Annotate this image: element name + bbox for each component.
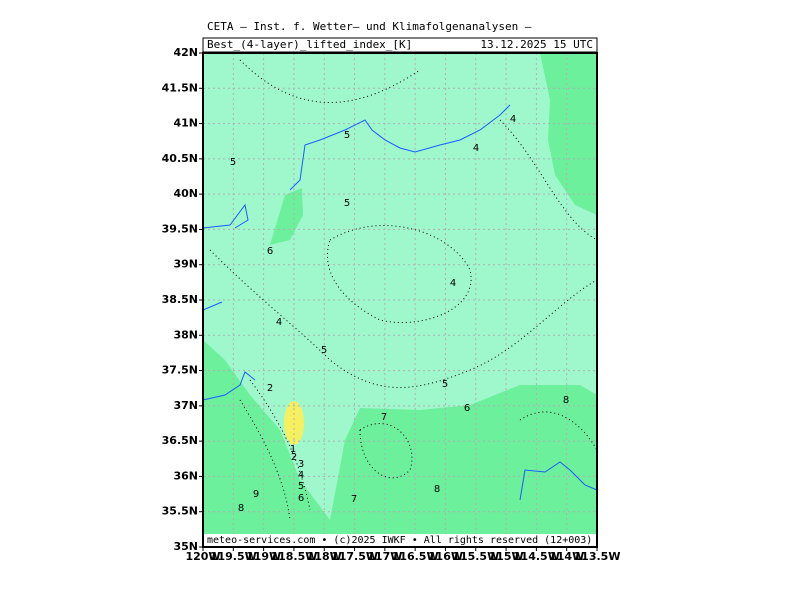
lon-label: 114W (549, 550, 584, 563)
contour-label: 6 (267, 246, 273, 257)
field-high (270, 188, 303, 245)
contour-label: 4 (510, 114, 516, 125)
contour-label: 4 (450, 278, 456, 289)
contour-label: 8 (434, 484, 440, 495)
contour-label: 5 (344, 198, 350, 209)
lon-label: 119W (246, 550, 281, 563)
contour-label: 9 (253, 489, 259, 500)
contour-label: 5 (442, 379, 448, 390)
lon-label: 115.5W (452, 550, 499, 563)
contour-label: 2 (267, 383, 273, 394)
contour-label: 7 (351, 494, 357, 505)
lat-label: 41.5N (162, 81, 198, 94)
lon-label: 117W (367, 550, 402, 563)
lon-label: 118.5W (270, 550, 317, 563)
contour-label: 2 (291, 452, 297, 463)
lon-label: 119.5W (210, 550, 257, 563)
river (202, 301, 598, 501)
lat-label: 41N (173, 117, 198, 130)
contour-label: 8 (238, 503, 244, 514)
lon-label: 118W (307, 550, 342, 563)
lon-label: 116.5W (392, 550, 439, 563)
lat-label: 40N (173, 187, 198, 200)
lat-label: 42N (173, 46, 198, 59)
lat-label: 39.5N (162, 222, 198, 235)
contour (499, 119, 598, 241)
lon-label: 115W (489, 550, 524, 563)
river (202, 104, 511, 229)
lat-label: 37N (173, 399, 198, 412)
header-title: CETA – Inst. f. Wetter– und Klimafolgena… (207, 20, 532, 33)
contour (239, 59, 421, 103)
contour (326, 225, 472, 324)
lat-label: 35.5N (162, 505, 198, 518)
contour-label: 6 (298, 493, 304, 504)
contour-label: 6 (464, 403, 470, 414)
lat-label: 36.5N (162, 434, 198, 447)
lon-label: 113.5W (574, 550, 621, 563)
header-parameter: Best_(4-layer)_lifted_index_[K] (207, 38, 412, 51)
lat-label: 37.5N (162, 364, 198, 377)
contour-label: 7 (381, 412, 387, 423)
contour-label: 4 (276, 317, 282, 328)
lon-label: 120W (185, 550, 220, 563)
header-valid: 13.12.2025 15 UTC (480, 38, 593, 51)
contour-label: 4 (298, 470, 304, 481)
lat-label: 40.5N (162, 152, 198, 165)
contour-label: 4 (473, 143, 479, 154)
lon-label: 116W (428, 550, 463, 563)
lat-label: 38N (173, 328, 198, 341)
footer-box (204, 534, 596, 546)
contour-label: 1 (290, 444, 296, 455)
contour-label: 5 (230, 157, 236, 168)
contour-label: 5 (344, 130, 350, 141)
field-high (203, 340, 597, 547)
lat-label: 38.5N (162, 293, 198, 306)
lat-label: 36N (173, 469, 198, 482)
lat-label: 39N (173, 258, 198, 271)
contour (239, 399, 291, 521)
lat-label: 35N (173, 540, 198, 553)
contour-label: 8 (563, 395, 569, 406)
lon-label: 117.5W (331, 550, 378, 563)
field-high (540, 53, 597, 215)
footer: meteo-services.com • (c)2025 IWKF • All … (207, 535, 592, 546)
contour-label: 3 (298, 459, 304, 470)
contour-label: 5 (298, 481, 304, 492)
lon-label: 114.5W (513, 550, 560, 563)
contour-label: 5 (321, 345, 327, 356)
